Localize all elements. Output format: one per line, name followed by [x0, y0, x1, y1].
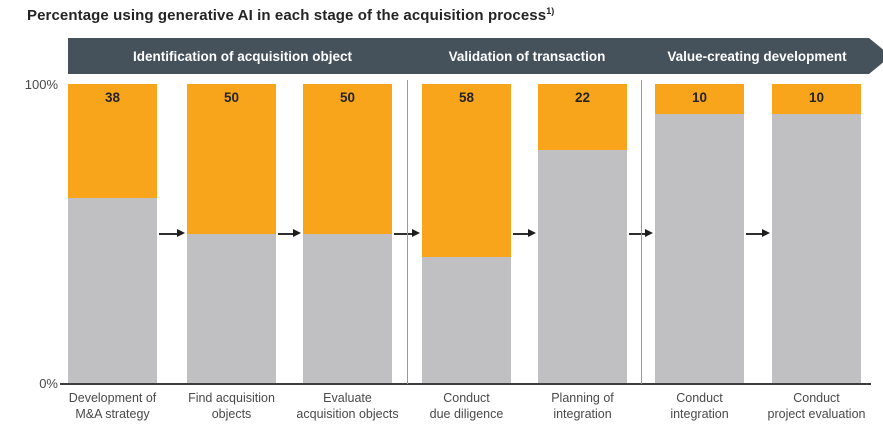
phase-banner-validation: Validation of transaction — [393, 38, 661, 74]
flow-arrow-icon — [394, 229, 420, 237]
phase-divider-line — [407, 80, 408, 384]
stacked-bar: 10 — [655, 84, 744, 383]
bar-segment-remainder — [772, 113, 861, 383]
chart-title: Percentage using generative AI in each s… — [27, 6, 554, 24]
category-label: Find acquisition objects — [188, 391, 275, 422]
category-label: Planning of integration — [551, 391, 614, 422]
bar-value-label: 58 — [458, 90, 475, 105]
category-label: Conduct integration — [670, 391, 729, 422]
bar-value-label: 38 — [104, 90, 121, 105]
bar-segment-generative-ai — [772, 84, 861, 114]
flow-arrow-icon — [159, 229, 185, 237]
bar-segment-remainder — [538, 149, 627, 383]
bar-value-label: 10 — [808, 90, 825, 105]
y-axis-label-100: 100% — [24, 77, 58, 92]
stacked-bar: 22 — [538, 84, 627, 383]
bar-segment-remainder — [187, 233, 276, 383]
category-label: Conduct project evaluation — [767, 391, 866, 422]
bar-segment-generative-ai — [422, 84, 511, 258]
bar-segment-generative-ai — [303, 84, 392, 234]
x-axis-line — [60, 383, 871, 385]
stacked-bar: 38 — [68, 84, 157, 383]
category-label: Evaluate acquisition objects — [296, 391, 399, 422]
bar-value-label: 50 — [223, 90, 240, 105]
bar-segment-generative-ai — [68, 84, 157, 198]
bar-segment-remainder — [422, 257, 511, 383]
phase-banner-identification: Identification of acquisition object — [68, 38, 431, 74]
flow-arrow-icon — [746, 229, 770, 237]
bar-segment-generative-ai — [655, 84, 744, 114]
bar-value-label: 50 — [339, 90, 356, 105]
bar-segment-remainder — [303, 233, 392, 383]
phase-banner-label: Value-creating development — [667, 48, 847, 64]
phase-divider-line — [641, 80, 642, 384]
flow-arrow-icon — [278, 229, 301, 237]
category-label: Conduct due diligence — [429, 391, 504, 422]
flow-arrow-icon — [629, 229, 653, 237]
bar-segment-generative-ai — [538, 84, 627, 150]
bar-segment-generative-ai — [187, 84, 276, 234]
phase-banner-label: Validation of transaction — [448, 48, 606, 64]
chart-title-footnote-marker: 1) — [546, 6, 555, 16]
bar-segment-remainder — [655, 113, 744, 383]
category-label: Development of M&A strategy — [68, 391, 157, 422]
phase-banner-label: Identification of acquisition object — [132, 48, 352, 64]
bar-segment-remainder — [68, 197, 157, 383]
chart-title-text: Percentage using generative AI in each s… — [27, 7, 547, 24]
phase-banner-value-creating: Value-creating development — [623, 38, 883, 74]
stacked-bar: 10 — [772, 84, 861, 383]
stacked-bar: 50 — [303, 84, 392, 383]
stacked-bar: 58 — [422, 84, 511, 383]
flow-arrow-icon — [513, 229, 536, 237]
bar-value-label: 10 — [691, 90, 708, 105]
stacked-bar: 50 — [187, 84, 276, 383]
bar-value-label: 22 — [574, 90, 591, 105]
y-axis-label-0: 0% — [39, 376, 58, 391]
